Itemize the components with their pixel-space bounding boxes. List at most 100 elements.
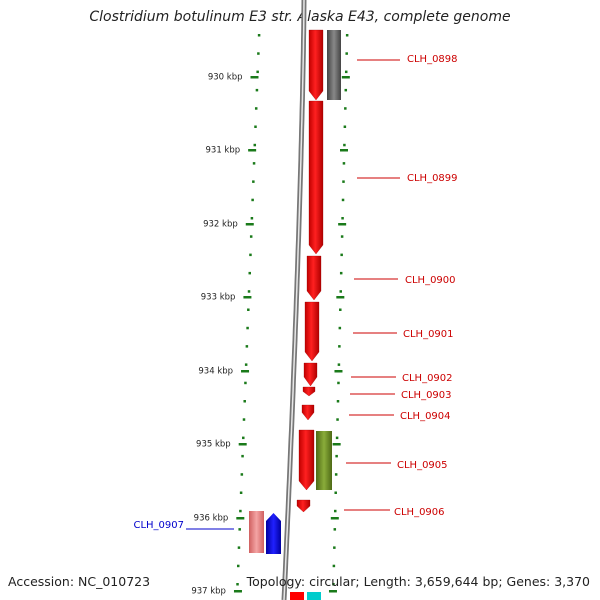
right-track-dot [344,107,347,110]
map-title: Clostridium botulinum E3 str. Alaska E43… [89,9,511,25]
gene-label: CLH_0898 [407,54,458,65]
scale-tick-left [243,296,252,299]
scale-tick-left [238,443,247,446]
gene-arrow-clh0903 [302,386,316,397]
right-track-dot [335,436,339,440]
left-track-dot [254,107,258,110]
scale-tick-label: 930 kbp [208,73,243,83]
scale-tick-right [328,590,337,593]
gene-arrow-clh0907 [266,513,281,554]
gene-arrow-clh0902 [303,362,318,387]
left-track-dot [254,125,257,128]
right-track-dot [343,143,346,147]
right-track-dot [336,418,339,421]
scale-tick-left [250,76,259,79]
left-track-dot [252,180,255,183]
right-track-dot [333,546,336,549]
left-track-dot [249,253,252,257]
left-track-dot [247,308,250,311]
right-track-dot [343,125,347,128]
right-track-dot [332,583,335,586]
gene-arrow-clh0901 [304,301,320,362]
right-track-dot [338,345,341,348]
left-track-dot [246,326,249,330]
left-track-dot [252,162,256,165]
gene-label: CLH_0901 [403,329,454,340]
left-track-dot [245,345,249,348]
right-track-dot [340,235,344,238]
right-track-dot [344,70,348,74]
left-track-dot [239,491,243,494]
left-track-dot [242,418,246,421]
scale-tick-label: 933 kbp [201,293,236,303]
left-track-dot [241,454,244,458]
left-track-dot [244,363,248,366]
left-track-dot [237,546,241,549]
scale-tick-right [341,76,350,79]
left-track-dot [257,34,261,37]
left-track-dot [251,198,254,202]
gene-label: CLH_0907 [133,520,184,531]
right-track-dot [345,52,348,55]
scale-tick-left [236,517,245,520]
right-track-dot [339,290,342,293]
right-track-dot [342,162,346,165]
gene-arrow-clh0906 [296,499,311,513]
gene-arrow-clh0898 [308,29,324,101]
right-track-dot [339,308,342,311]
right-track-dot [341,198,345,202]
scale-tick-label: 931 kbp [206,146,241,156]
right-track-dot [333,528,337,531]
right-track-dot [332,564,336,568]
right-track-dot [334,491,337,494]
left-track-dot [247,290,251,293]
gene-feature-bottom-red [290,592,304,600]
right-track-dot [336,400,340,403]
scale-tick-right [340,149,348,152]
scale-tick-right [334,370,343,373]
scale-tick-left [233,590,242,593]
scale-tick-label: 936 kbp [194,514,229,524]
gene-arrow-clh0899 [308,100,324,255]
left-track-dot [236,583,239,586]
left-track-dot [250,217,254,220]
scale-tick-label: 932 kbp [203,220,238,230]
right-track-dot [341,217,344,220]
scale-tick-right [338,223,347,226]
genome-backbone [281,0,307,600]
scale-tick-left [248,149,257,152]
gene-feature-bottom-cyan [307,592,321,600]
left-track-dot [244,381,247,385]
right-track-dot [338,326,342,330]
right-track-dot [340,253,343,257]
scale-tick-left [241,370,250,373]
left-track-dot [238,528,241,531]
left-track-dot [249,235,253,238]
gene-arrow-clh0900 [306,255,322,301]
scale-tick-right [330,517,339,520]
gene-label: CLH_0899 [407,173,458,184]
left-track-dot [256,70,259,74]
left-track-dot [257,52,260,55]
left-track-dot [255,88,259,92]
gene-label: CLH_0905 [397,460,448,471]
left-track-dot [240,473,244,476]
left-track-dot [253,143,257,147]
gene-feature-pink [249,511,264,553]
right-track-dot [342,180,345,183]
left-track-dot [242,436,245,440]
gene-label: CLH_0904 [400,411,451,422]
gene-feature-olive [316,431,332,490]
genome-backbone-highlight [283,0,305,600]
scale-tick-label: 937 kbp [191,587,226,597]
gene-arrow-clh0905 [298,429,315,491]
accession-text: Accession: NC_010723 [8,574,151,589]
gene-arrow-clh0904 [301,404,315,421]
genome-summary-text: Topology: circular; Length: 3,659,644 bp… [246,574,590,589]
right-track-dot [335,454,338,458]
scale-tick-right [332,443,341,446]
gene-feature-gray [327,30,341,100]
scale-tick-label: 934 kbp [198,367,233,377]
right-track-dot [334,473,338,476]
right-track-dot [339,271,343,275]
